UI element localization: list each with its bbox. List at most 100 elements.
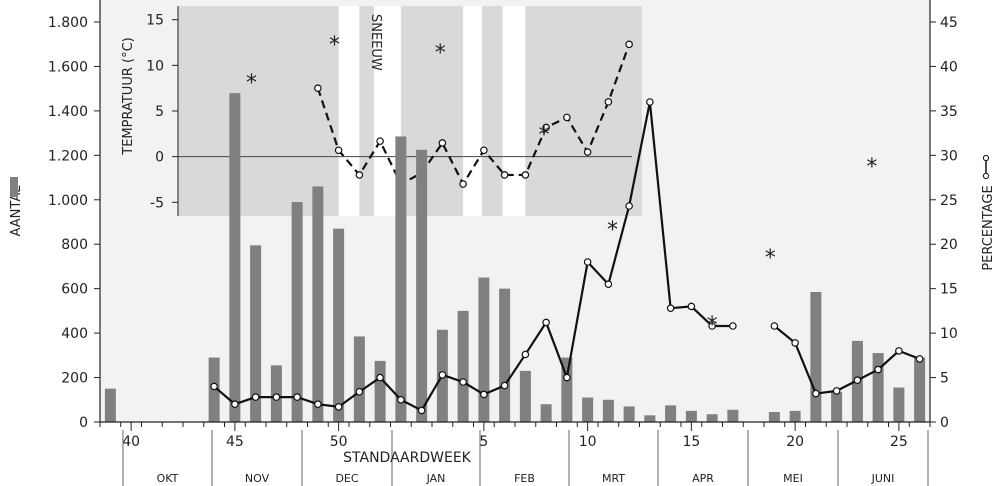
bar [768,412,780,422]
percentage-point [583,258,592,266]
percentage-point [314,400,322,409]
bar [872,353,884,422]
inset-background [178,6,642,216]
temperature-point [563,113,571,122]
bar [706,414,718,422]
month-label: JUNI [871,472,895,485]
percentage-point [500,381,509,390]
percentage-point [853,376,862,385]
x-tick-label: 10 [579,434,597,450]
percentage-point [895,347,903,355]
percentage-line [773,325,921,395]
bar [810,292,822,422]
percentage-point [812,389,820,398]
month-label: MEI [783,472,803,485]
percentage-point [687,302,696,311]
temperature-point [521,171,530,179]
inset-axis-title: TEMPRATUUR (°C) [121,37,136,155]
x-tick-label: 45 [226,434,244,450]
left-tick-label: 200 [61,371,88,387]
inset-tick-label: 5 [155,104,164,120]
month-label: JAN [426,472,446,485]
percentage-point [293,393,301,401]
significance-star: * [707,313,718,338]
temperature-point [459,180,467,188]
bar [478,277,490,422]
month-label: DEC [335,472,358,485]
percentage-point [646,98,654,106]
left-tick-label: 0 [79,415,88,431]
snow-span [502,6,526,216]
bar [561,357,573,422]
x-tick-label: 40 [122,434,140,450]
temperature-point [355,171,364,179]
percentage-point [376,373,384,382]
temperature-point [438,139,447,147]
bar [582,397,594,422]
left-tick-label: 800 [61,237,88,253]
percentage-point [770,322,779,330]
percentage-point [417,406,426,415]
bar [374,360,386,422]
right-tick-label: 15 [940,282,958,298]
bar [644,415,656,422]
inset-tick-label: 0 [155,150,164,166]
bar [499,288,511,422]
significance-star: * [866,155,877,180]
x-tick-label: 15 [682,434,700,450]
left-axis-title: AANTAL [9,185,24,237]
percentage-series [210,98,924,415]
bar [665,405,677,422]
left-tick-label: 1.800 [48,15,88,31]
snow-label: SNEEUW [368,14,383,71]
temperature-point [604,98,613,106]
temperature-point [376,137,384,145]
left-tick-label: 600 [61,282,88,298]
axes: 02004006008001.0001.2001.4001.6001.80005… [48,0,990,486]
temperature-line [316,43,631,187]
percentage-point [231,400,239,409]
percentage-point [210,382,218,391]
bar [685,410,697,422]
temperature-inset: -5 0 5 10 15 SNEEUW [146,6,642,216]
bar [540,404,552,422]
percentage-point [729,322,737,330]
percentage-point [272,393,281,401]
percentage-point [438,371,447,379]
right-tick-label: 35 [940,104,958,120]
significance-star: * [607,218,618,243]
right-tick-label: 10 [940,326,958,342]
percentage-point [563,373,571,382]
bar [395,136,407,422]
left-tick-label: 1.400 [48,104,88,120]
bar [416,149,428,422]
bar [831,392,843,422]
percentage-point [459,378,467,386]
temperature-point [625,40,633,49]
month-label: APR [692,472,714,485]
month-label: NOV [245,472,270,485]
bar [519,370,531,422]
temperature-point [542,123,550,132]
line-legend-dot [982,172,990,180]
percentage-point [625,202,633,210]
bar [104,388,116,422]
percentage-point [915,355,924,363]
bar [291,202,303,422]
snow-span [338,6,360,216]
right-tick-label: 30 [940,148,958,164]
percentage-point [397,395,405,404]
bar [914,357,926,422]
right-tick-label: 20 [940,237,958,253]
bar [893,387,905,422]
x-tick-label: 5 [479,434,488,450]
bar [727,409,739,422]
month-label: FEB [514,472,535,485]
bar [312,186,324,422]
percentage-point [334,403,343,411]
right-tick-label: 5 [940,371,949,387]
bar [457,310,469,422]
significance-star: * [435,41,446,66]
x-tick-label: 20 [786,434,804,450]
percentage-point [355,387,364,396]
